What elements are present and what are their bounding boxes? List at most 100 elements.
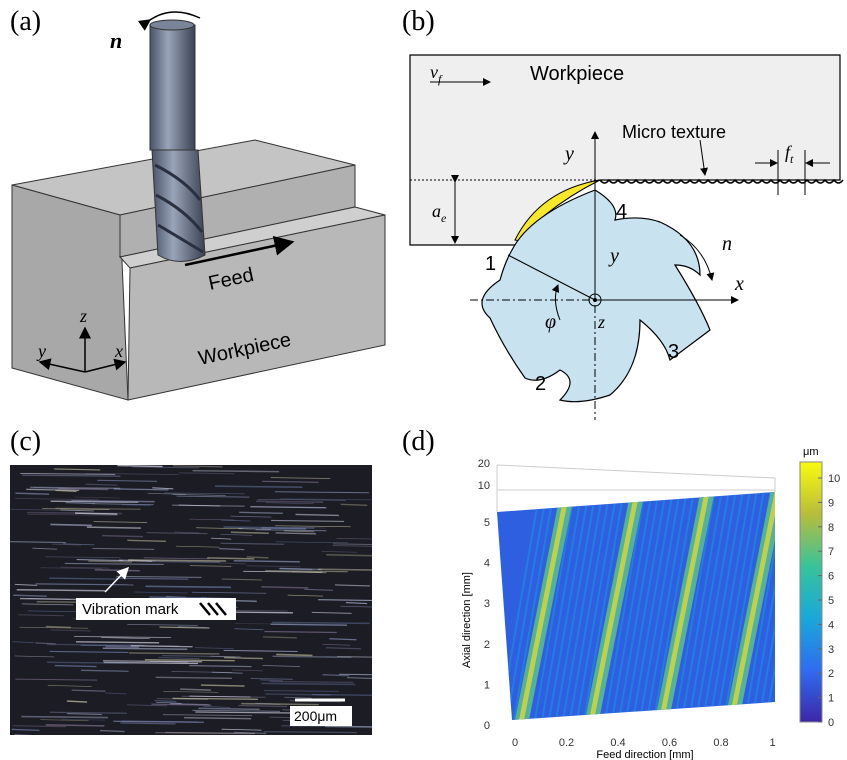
- scale-label: 200μm: [294, 708, 337, 724]
- texture-streak: [231, 532, 269, 533]
- panel-c: (c) Vibration mark 200μm: [10, 426, 414, 736]
- tooth-number: 1: [485, 253, 496, 275]
- texture-streak: [341, 504, 368, 505]
- texture-streak: [261, 683, 355, 684]
- tooth-number: 3: [668, 341, 679, 363]
- y-tick-label: 3: [484, 598, 490, 610]
- x-tick-label: 0: [512, 737, 518, 749]
- colorbar: [800, 462, 822, 722]
- y-tick-label: 2: [484, 639, 490, 651]
- panel-b: (b) vf Workpiece Micro texture ft ae y y…: [402, 6, 843, 420]
- texture-streak: [72, 501, 155, 502]
- texture-streak: [224, 527, 315, 528]
- rotation-arrow: [150, 12, 200, 20]
- axis-x-label: x: [114, 341, 123, 361]
- tooth-number: 4: [616, 201, 627, 223]
- texture-streak: [276, 654, 312, 655]
- x-tick-label: 1: [769, 737, 775, 749]
- angle-label: φ: [545, 311, 556, 333]
- texture-streak: [128, 560, 226, 561]
- axis-x-label: x: [734, 273, 744, 295]
- symbol: v: [430, 62, 438, 82]
- center-dot: [593, 298, 597, 302]
- texture-streak: [47, 644, 145, 645]
- colorbar-tick-label: 4: [828, 619, 834, 631]
- annotation: Vibration mark: [82, 601, 179, 618]
- texture-streak: [256, 501, 323, 502]
- texture-streak: [323, 675, 350, 676]
- texture-streak: [261, 587, 308, 588]
- x-tick-label: 0.6: [662, 737, 677, 749]
- symbol: a: [432, 201, 441, 221]
- y-tick-label: 4: [484, 558, 490, 570]
- colorbar-tick-label: 9: [828, 497, 834, 509]
- colorbar-tick-label: 3: [828, 644, 834, 656]
- texture-streak: [215, 486, 302, 487]
- texture-streak: [271, 624, 347, 625]
- texture-streak: [201, 685, 245, 686]
- figure: (a) n Feed Workpiece z y x (b): [0, 0, 847, 760]
- x-tick-label: 0.8: [713, 737, 728, 749]
- texture-streak: [272, 622, 369, 623]
- colorbar-tick-label: 2: [828, 668, 834, 680]
- texture-streak: [46, 725, 105, 726]
- panel-label: (b): [402, 6, 435, 37]
- z-tick-label: 10: [478, 480, 490, 492]
- texture-streak: [75, 513, 117, 514]
- x-axis-label: Feed direction [mm]: [596, 749, 693, 760]
- block-left: [12, 185, 128, 400]
- axis-z-label: z: [79, 306, 87, 326]
- texture-streak: [207, 558, 254, 559]
- colorbar-unit: μm: [803, 446, 819, 458]
- tooth-number: 2: [535, 373, 546, 395]
- panel-label: (d): [402, 426, 435, 457]
- subscript: e: [441, 211, 447, 225]
- axis-y-top: y: [563, 143, 574, 165]
- colorbar-tick-label: 1: [828, 693, 834, 705]
- rotation-label: n: [110, 28, 122, 53]
- colorbar-tick-label: 0: [828, 717, 834, 729]
- texture-streak: [67, 701, 87, 702]
- colorbar-tick-label: 10: [828, 473, 840, 485]
- texture-streak: [247, 557, 269, 558]
- tool-shaft: [150, 25, 195, 150]
- axis-y-label: y: [608, 245, 619, 267]
- texture-streak: [30, 487, 120, 488]
- texture-streak: [17, 590, 105, 591]
- texture-streak: [147, 561, 220, 562]
- panel-d: (d) μm Axial direction [mm] Feed directi…: [402, 426, 840, 760]
- y-tick-label: 5: [484, 517, 490, 529]
- tool-top: [150, 20, 194, 30]
- texture-streak: [102, 536, 143, 537]
- texture-streak: [154, 701, 176, 702]
- texture-streak: [318, 569, 393, 570]
- texture-streak: [87, 527, 141, 528]
- panel-label: (a): [10, 6, 41, 37]
- texture-streak: [95, 570, 140, 571]
- x-tick-label: 0.4: [610, 737, 625, 749]
- texture-streak: [326, 555, 377, 556]
- colorbar-tick-label: 6: [828, 571, 834, 583]
- x-tick-label: 0.2: [559, 737, 574, 749]
- texture-streak: [46, 627, 71, 628]
- texture-streak: [13, 595, 47, 596]
- colorbar-tick-label: 7: [828, 546, 834, 558]
- y-axis-label: Axial direction [mm]: [461, 572, 473, 668]
- texture-streak: [145, 586, 231, 587]
- y-tick-label: 1: [484, 679, 490, 691]
- texture-streak: [105, 646, 139, 647]
- texture-streak: [149, 597, 207, 598]
- texture-streak: [241, 704, 319, 705]
- rotation-label: n: [722, 233, 732, 255]
- panel-a: (a) n Feed Workpiece z y x: [10, 6, 385, 400]
- texture-streak: [103, 648, 187, 649]
- texture-streak: [280, 569, 322, 570]
- colorbar-tick-label: 5: [828, 595, 834, 607]
- axis-y-label: y: [36, 341, 46, 361]
- micro-texture-label: Micro texture: [622, 122, 726, 142]
- texture-streak: [180, 689, 211, 690]
- colorbar-tick-label: 8: [828, 522, 834, 534]
- y-tick-label: 0: [484, 720, 490, 732]
- texture-streak: [50, 524, 92, 525]
- texture-streak: [193, 471, 279, 472]
